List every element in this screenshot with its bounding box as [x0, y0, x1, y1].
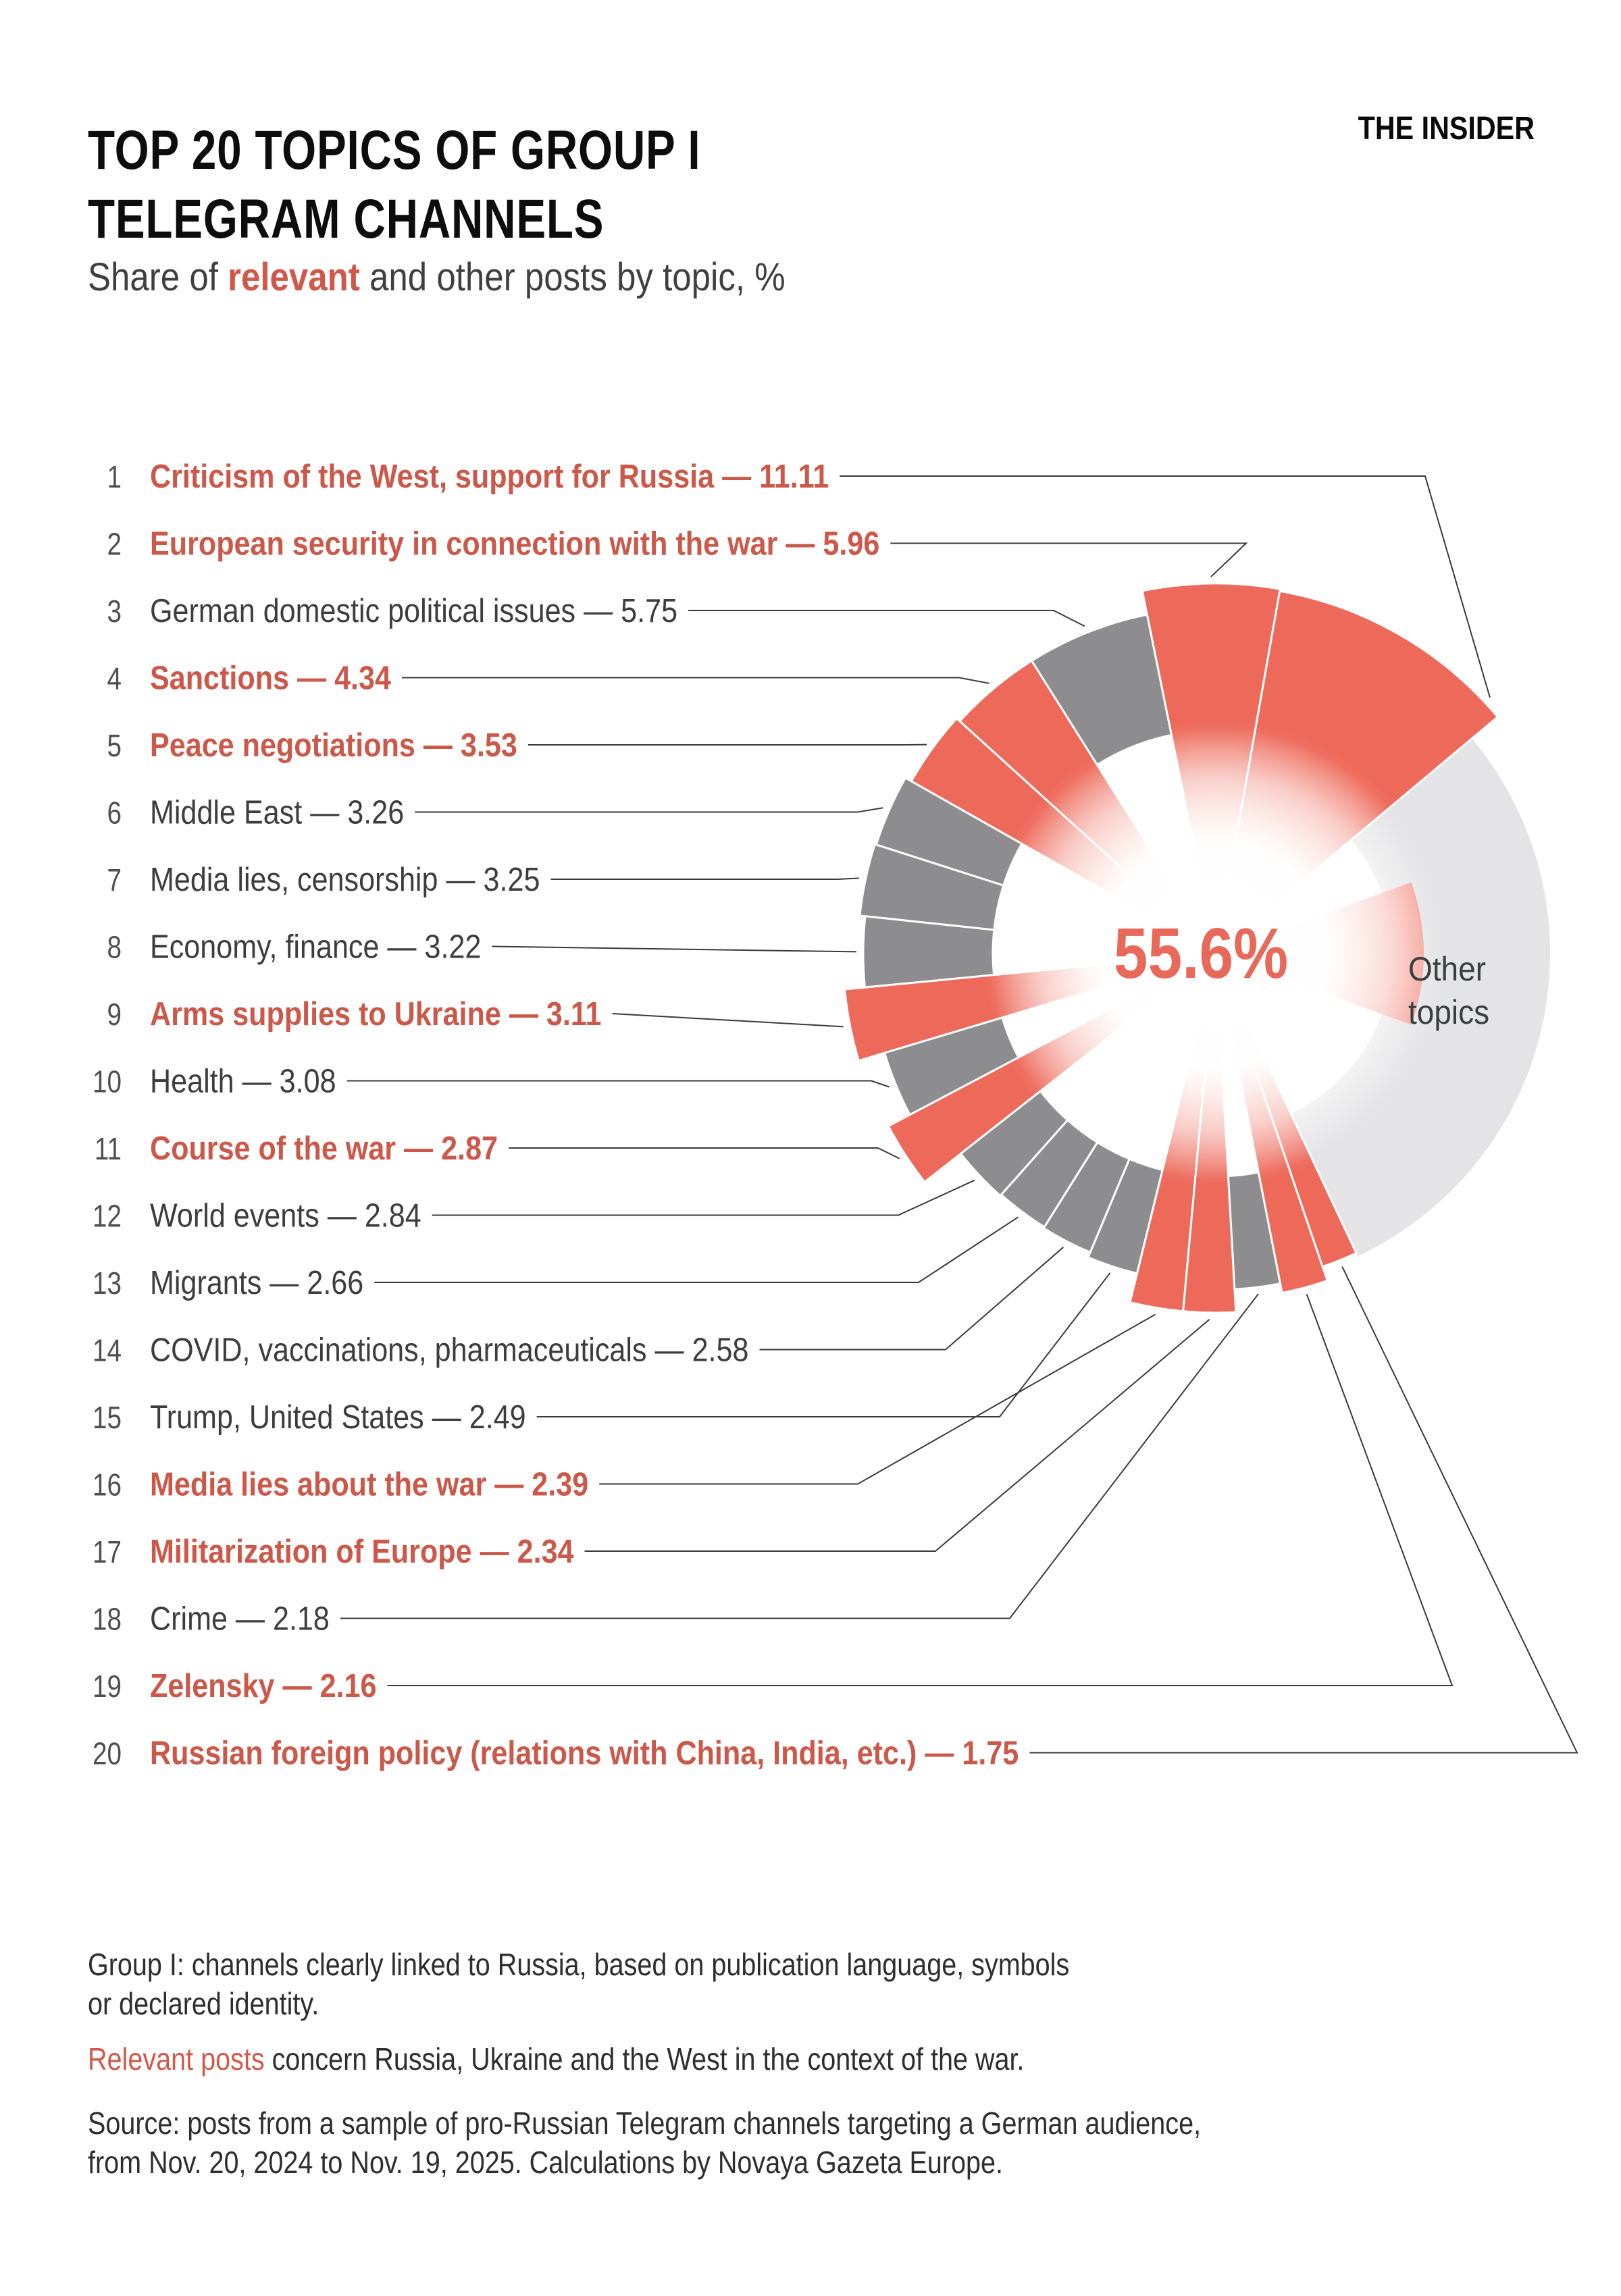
item-label-11: Course of the war — 2.87	[150, 1129, 498, 1166]
item-rank-7: 7	[107, 863, 122, 897]
item-rank-13: 13	[93, 1266, 122, 1301]
footnote-group-line1: Group I: channels clearly linked to Russ…	[88, 1948, 1069, 1982]
item-label-1: Criticism of the West, support for Russi…	[150, 457, 829, 494]
item-label-2: European security in connection with the…	[150, 525, 879, 562]
subtitle-prefix: Share of	[88, 255, 228, 299]
item-label-3: German domestic political issues — 5.75	[150, 592, 677, 629]
connector-topic-13	[374, 1216, 1019, 1283]
item-rank-17: 17	[93, 1535, 122, 1569]
item-label-7: Media lies, censorship — 3.25	[150, 860, 540, 897]
item-rank-19: 19	[93, 1669, 122, 1704]
item-label-10: Health — 3.08	[150, 1062, 336, 1099]
connector-topic-20	[1029, 1266, 1578, 1754]
connector-topic-3	[688, 610, 1085, 627]
center-share-label: 55.6%	[1114, 914, 1288, 993]
item-rank-14: 14	[93, 1333, 122, 1367]
item-rank-18: 18	[93, 1602, 122, 1636]
footnote-relevant-rest: concern Russia, Ukraine and the West in …	[265, 2042, 1025, 2077]
item-label-6: Middle East — 3.26	[150, 793, 404, 831]
connector-topic-18	[340, 1293, 1259, 1619]
footnote-source-line2: from Nov. 20, 2024 to Nov. 19, 2025. Cal…	[88, 2145, 1003, 2180]
publisher-logo: THE INSIDER	[1358, 110, 1535, 147]
item-rank-8: 8	[107, 930, 122, 964]
connector-topic-17	[584, 1319, 1210, 1552]
footnote-relevant: Relevant posts concern Russia, Ukraine a…	[88, 2042, 1024, 2077]
item-rank-12: 12	[93, 1199, 122, 1233]
connector-lines	[340, 475, 1578, 1754]
item-label-13: Migrants — 2.66	[150, 1263, 363, 1301]
item-label-18: Crime — 2.18	[150, 1600, 330, 1637]
topic-list: 1 Criticism of the West, support for Russ…	[93, 457, 1019, 1771]
connector-topic-1	[840, 475, 1491, 698]
item-rank-20: 20	[93, 1736, 122, 1771]
connector-topic-6	[415, 807, 883, 813]
connector-topic-11	[509, 1147, 900, 1159]
item-label-12: World events — 2.84	[150, 1197, 421, 1234]
item-rank-6: 6	[107, 795, 122, 830]
item-label-20: Russian foreign policy (relations with C…	[150, 1734, 1019, 1771]
page-subtitle: Share of relevant and other posts by top…	[88, 255, 786, 299]
page-title-line1: TOP 20 TOPICS OF GROUP I	[88, 119, 700, 181]
connector-topic-9	[612, 1013, 844, 1028]
item-rank-9: 9	[107, 997, 122, 1032]
item-rank-1: 1	[107, 460, 122, 494]
item-label-15: Trump, United States — 2.49	[150, 1398, 526, 1435]
item-label-4: Sanctions — 4.34	[150, 659, 391, 696]
item-label-17: Militarization of Europe — 2.34	[150, 1532, 574, 1569]
connector-topic-12	[432, 1179, 975, 1216]
item-rank-2: 2	[107, 527, 122, 561]
subtitle-highlight: relevant	[228, 255, 360, 299]
item-rank-4: 4	[107, 661, 122, 696]
other-topics-label-line1: Other	[1408, 951, 1486, 988]
connector-topic-19	[387, 1293, 1453, 1686]
footnote-source-line1: Source: posts from a sample of pro-Russi…	[88, 2106, 1201, 2141]
other-topics-label-line2: topics	[1408, 994, 1489, 1031]
item-label-19: Zelensky — 2.16	[150, 1667, 376, 1704]
footnote-relevant-highlight: Relevant posts	[88, 2042, 265, 2077]
connector-topic-7	[550, 877, 859, 880]
connector-topic-16	[599, 1313, 1156, 1485]
center-glow	[989, 727, 1442, 1180]
item-rank-15: 15	[93, 1401, 122, 1435]
item-label-14: COVID, vaccinations, pharmaceuticals — 2…	[150, 1331, 748, 1368]
connector-topic-14	[759, 1247, 1064, 1351]
connector-topic-2	[890, 542, 1248, 577]
connector-topic-10	[346, 1080, 890, 1088]
page-title-line2: TELEGRAM CHANNELS	[88, 188, 604, 250]
item-rank-16: 16	[93, 1467, 122, 1502]
item-rank-5: 5	[107, 729, 122, 763]
item-label-8: Economy, finance — 3.22	[150, 928, 481, 965]
footnote-group-line2: or declared identity.	[88, 1987, 319, 2021]
item-rank-3: 3	[107, 594, 122, 629]
item-label-5: Peace negotiations — 3.53	[150, 726, 517, 763]
item-rank-11: 11	[95, 1132, 122, 1166]
connector-topic-4	[401, 677, 989, 684]
item-label-9: Arms supplies to Ukraine — 3.11	[150, 995, 601, 1032]
item-rank-10: 10	[93, 1064, 122, 1099]
connector-topic-8	[492, 945, 857, 953]
item-label-16: Media lies about the war — 2.39	[150, 1465, 588, 1503]
subtitle-suffix: and other posts by topic, %	[360, 255, 786, 299]
connector-topic-15	[536, 1272, 1111, 1417]
